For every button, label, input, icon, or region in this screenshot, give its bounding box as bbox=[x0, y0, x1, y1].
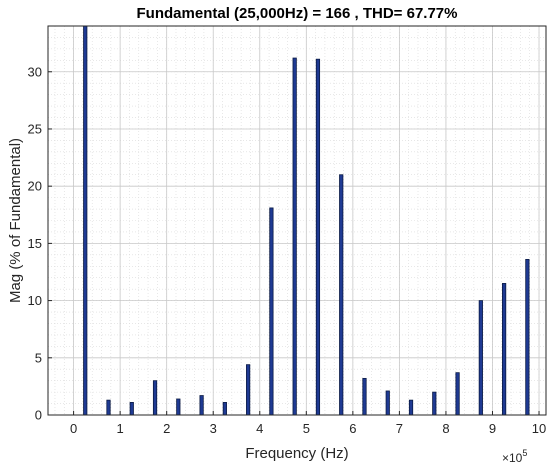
bar bbox=[222, 402, 227, 416]
x-tick-label: 2 bbox=[163, 421, 170, 436]
grid bbox=[48, 25, 546, 416]
bar bbox=[408, 399, 414, 416]
y-axis-label: Mag (% of Fundamental) bbox=[7, 138, 24, 303]
bar bbox=[106, 399, 111, 416]
bar bbox=[432, 391, 437, 416]
bar bbox=[269, 207, 274, 416]
bar bbox=[478, 300, 483, 416]
y-tick-label: 30 bbox=[28, 64, 42, 79]
bar bbox=[152, 380, 158, 416]
y-tick-label: 5 bbox=[35, 350, 42, 365]
plot-frame bbox=[47, 25, 547, 416]
ticks: 0 1 2 3 4 5 6 7 8 9 10 0 5 10 15 20 25 30 bbox=[28, 64, 547, 436]
x-axis-label: Frequency (Hz) bbox=[245, 445, 348, 462]
bar bbox=[525, 258, 530, 416]
y-tick-label: 10 bbox=[28, 293, 42, 308]
bar bbox=[362, 377, 367, 416]
x-tick-label: 3 bbox=[210, 421, 217, 436]
bar bbox=[455, 372, 460, 416]
x-tick-label: 5 bbox=[303, 421, 310, 436]
bars bbox=[83, 25, 530, 416]
x-axis-multiplier-base: ×10 bbox=[502, 451, 523, 465]
x-tick-label: 8 bbox=[442, 421, 449, 436]
x-tick-label: 7 bbox=[396, 421, 403, 436]
bar bbox=[502, 283, 507, 416]
y-tick-label: 25 bbox=[28, 121, 42, 136]
bar bbox=[339, 174, 344, 416]
x-tick-label: 4 bbox=[256, 421, 263, 436]
bar bbox=[315, 58, 321, 416]
bar bbox=[385, 390, 390, 416]
bar bbox=[129, 402, 134, 416]
bar bbox=[176, 398, 181, 416]
x-tick-label: 6 bbox=[349, 421, 356, 436]
bar bbox=[83, 25, 88, 416]
x-tick-label: 0 bbox=[70, 421, 77, 436]
x-tick-label: 10 bbox=[532, 421, 546, 436]
x-tick-label: 1 bbox=[117, 421, 124, 436]
y-tick-label: 20 bbox=[28, 179, 42, 194]
bar bbox=[246, 364, 251, 416]
y-tick-label: 0 bbox=[35, 408, 42, 423]
x-axis-multiplier: ×105 bbox=[502, 448, 527, 465]
x-axis-multiplier-exponent: 5 bbox=[522, 448, 527, 458]
bar bbox=[199, 395, 204, 416]
chart-title: Fundamental (25,000Hz) = 166 , THD= 67.7… bbox=[137, 5, 458, 22]
y-tick-label: 15 bbox=[28, 236, 42, 251]
x-tick-label: 9 bbox=[489, 421, 496, 436]
bar bbox=[292, 57, 297, 416]
